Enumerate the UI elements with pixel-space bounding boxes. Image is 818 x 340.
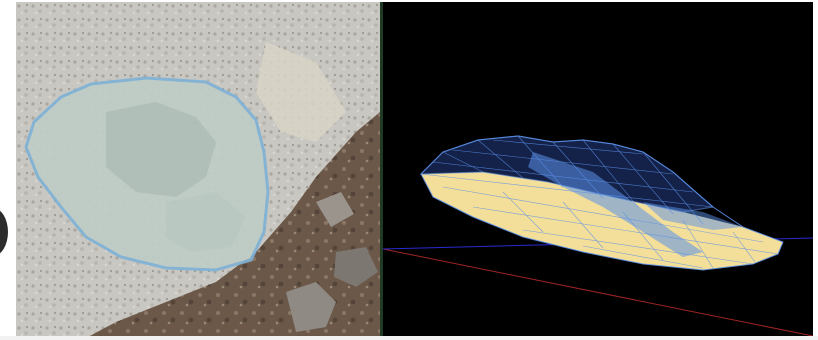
x-axis-line: [383, 248, 813, 337]
panel-divider: [380, 2, 383, 338]
rock-mesh: [419, 135, 784, 271]
right-mesh-panel: [383, 2, 813, 338]
side-scroll-handle[interactable]: [0, 208, 8, 256]
rock-photo: [16, 2, 380, 338]
left-photo-panel: [16, 2, 380, 338]
rubble-stone: [334, 247, 378, 287]
rock-face-shade: [166, 192, 246, 252]
bottom-strip: [0, 336, 818, 340]
mesh-wire-lines: [420, 135, 779, 269]
rock-face-shade: [106, 102, 216, 197]
flat-rock-back: [256, 42, 346, 142]
rubble-stone: [316, 192, 354, 227]
mesh-outline: [420, 135, 784, 271]
mesh-viewport: [383, 135, 813, 337]
mesh-ridge-stripe: [643, 202, 743, 230]
dirt-area: [86, 112, 380, 338]
rubble-stone: [286, 282, 336, 332]
